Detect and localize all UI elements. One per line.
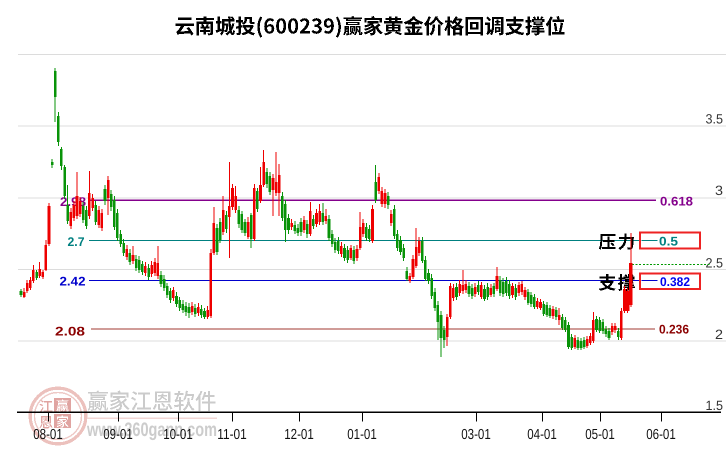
svg-text:2: 2 bbox=[715, 327, 723, 342]
svg-text:2.42: 2.42 bbox=[60, 275, 86, 289]
svg-text:2.08: 2.08 bbox=[55, 325, 85, 339]
svg-text:12-01: 12-01 bbox=[284, 427, 314, 443]
svg-text:3.5: 3.5 bbox=[706, 112, 724, 127]
svg-text:01-01: 01-01 bbox=[347, 427, 377, 443]
svg-text:10-01: 10-01 bbox=[163, 427, 193, 443]
svg-text:0.5: 0.5 bbox=[659, 235, 678, 249]
svg-text:06-01: 06-01 bbox=[646, 427, 676, 443]
svg-text:3: 3 bbox=[715, 183, 723, 198]
svg-text:11-01: 11-01 bbox=[217, 427, 247, 443]
svg-text:1.5: 1.5 bbox=[706, 398, 724, 413]
svg-text:04-01: 04-01 bbox=[527, 427, 557, 443]
svg-text:www.360gann.com: www.360gann.com bbox=[86, 419, 217, 441]
svg-text:05-01: 05-01 bbox=[585, 427, 615, 443]
svg-text:0.618: 0.618 bbox=[660, 195, 693, 209]
svg-text:09-01: 09-01 bbox=[103, 427, 133, 443]
svg-text:0.382: 0.382 bbox=[660, 275, 690, 289]
svg-text:0.236: 0.236 bbox=[659, 323, 689, 337]
svg-text:2.7: 2.7 bbox=[68, 235, 85, 249]
svg-text:08-01: 08-01 bbox=[33, 427, 63, 443]
svg-text:2.5: 2.5 bbox=[706, 255, 724, 270]
svg-text:03-01: 03-01 bbox=[461, 427, 491, 443]
